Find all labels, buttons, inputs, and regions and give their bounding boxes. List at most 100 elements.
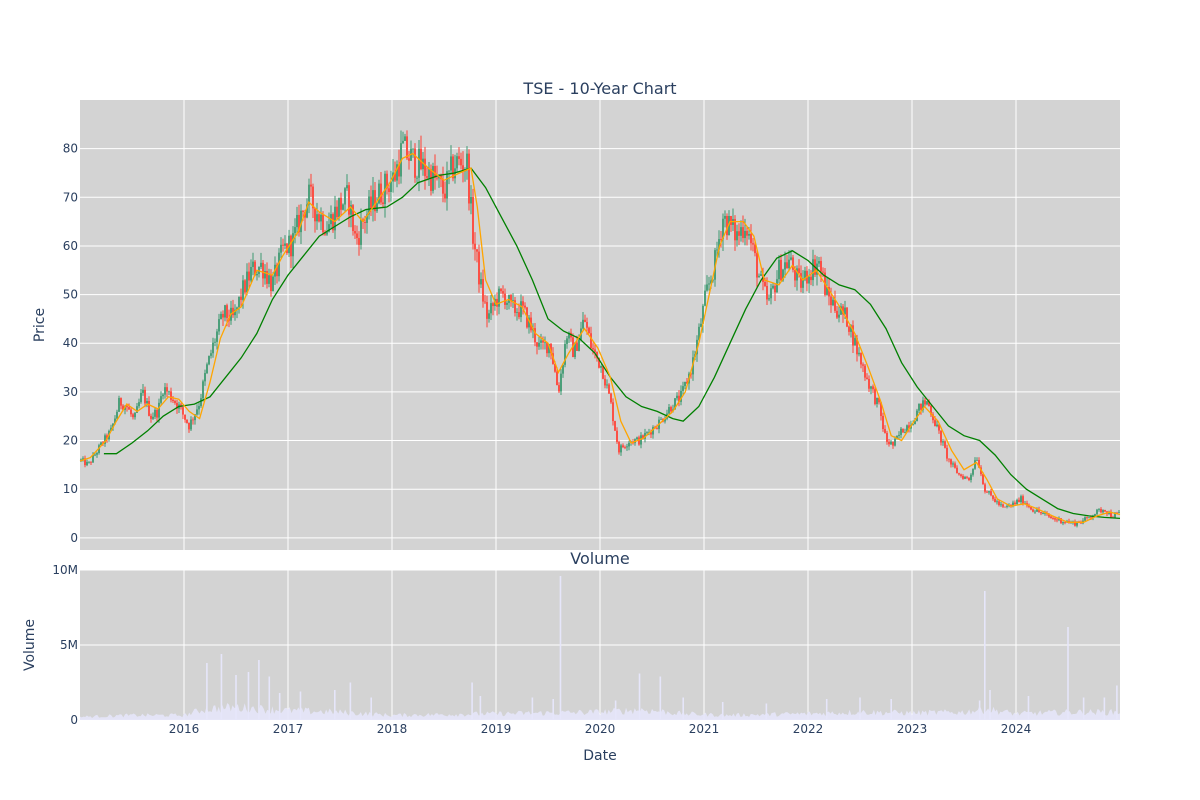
candle-body [450, 156, 452, 171]
candle-body [166, 387, 168, 392]
price-chart-title: TSE - 10-Year Chart [522, 79, 676, 98]
candle-body [122, 405, 124, 410]
candle-body [336, 206, 338, 218]
volume-bar [989, 690, 991, 720]
candle-body [424, 158, 426, 177]
candle-body [358, 238, 360, 245]
candle-body [446, 171, 448, 199]
candle-body [854, 338, 856, 346]
price-gridlines [80, 100, 1120, 550]
candle-body [704, 290, 706, 306]
candle-body [602, 365, 604, 379]
candle-body [524, 305, 526, 308]
candle-body [296, 214, 298, 228]
candle-body [656, 428, 658, 430]
candle-body [280, 244, 282, 253]
candle-body [478, 251, 480, 285]
candle-body [932, 414, 934, 421]
candle-body [428, 169, 430, 178]
candle-body [468, 153, 470, 204]
candle-body [1004, 506, 1006, 508]
candle-body [378, 183, 380, 204]
volume-bar [638, 673, 641, 720]
volume-bar [278, 693, 281, 720]
candle-body [168, 391, 170, 393]
candle-body [80, 459, 82, 461]
candle-body [278, 252, 280, 277]
candle-body [394, 172, 396, 181]
candle-body [272, 276, 274, 292]
candle-body [456, 156, 458, 169]
candle-body [458, 156, 460, 159]
candle-body [746, 230, 748, 236]
candle-body [568, 332, 570, 339]
candle-body [690, 373, 692, 375]
candle-body [238, 296, 240, 308]
candle-body [830, 296, 832, 306]
candle-body [1022, 496, 1024, 504]
candle-body [764, 281, 766, 286]
candle-body [380, 183, 382, 203]
candle-body [1036, 509, 1038, 512]
candle-body [460, 158, 462, 166]
candle-body [408, 158, 410, 161]
candle-body [510, 295, 512, 301]
candle-body [740, 227, 742, 236]
price-y-tick-label: 50 [63, 288, 78, 302]
candle-body [520, 301, 522, 318]
volume-bar [370, 697, 372, 720]
candle-body [770, 288, 772, 299]
candle-body [856, 338, 858, 355]
candle-body [904, 432, 906, 434]
candle-body [982, 474, 984, 485]
candle-body [376, 203, 378, 212]
candle-body [786, 262, 788, 268]
candle-body [550, 343, 552, 354]
candle-body [908, 425, 910, 429]
volume-bar [299, 691, 302, 720]
candle-body [84, 458, 86, 466]
candle-body [1014, 502, 1016, 505]
volume-bar [334, 690, 336, 720]
candle-body [1110, 511, 1112, 518]
candle-body [620, 445, 622, 453]
candle-body [756, 253, 758, 278]
candle-body [1084, 517, 1086, 521]
candle-body [338, 197, 340, 218]
candle-body [984, 484, 986, 492]
volume-bar [479, 696, 482, 720]
candle-body [114, 418, 116, 424]
candle-body [646, 432, 648, 433]
candle-body [204, 373, 206, 382]
candle-body [946, 447, 948, 459]
candle-body [812, 259, 814, 281]
candle-body [1088, 517, 1090, 519]
candle-body [420, 148, 422, 170]
candle-body [836, 310, 838, 318]
candle-body [890, 441, 892, 445]
candle-body [1006, 505, 1008, 507]
candle-body [470, 197, 472, 204]
candle-body [416, 177, 418, 179]
candle-body [1050, 516, 1052, 519]
candle-body [850, 325, 852, 332]
candle-body [882, 415, 884, 429]
candle-body [868, 378, 870, 389]
candle-body [96, 453, 98, 455]
candle-body [864, 365, 866, 378]
candle-body [1052, 518, 1054, 519]
candle-body [264, 271, 266, 279]
candle-body [270, 275, 272, 292]
candle-body [586, 321, 588, 328]
candle-body [1086, 517, 1088, 518]
candle-body [266, 271, 268, 284]
candle-body [198, 406, 200, 410]
candle-body [232, 307, 234, 316]
candle-body [146, 401, 148, 404]
candle-body [772, 285, 774, 289]
candle-body [342, 204, 344, 210]
candle-body [1056, 519, 1058, 521]
candle-body [242, 280, 244, 300]
volume-spike-bars [206, 576, 1118, 720]
candle-body [154, 409, 156, 417]
